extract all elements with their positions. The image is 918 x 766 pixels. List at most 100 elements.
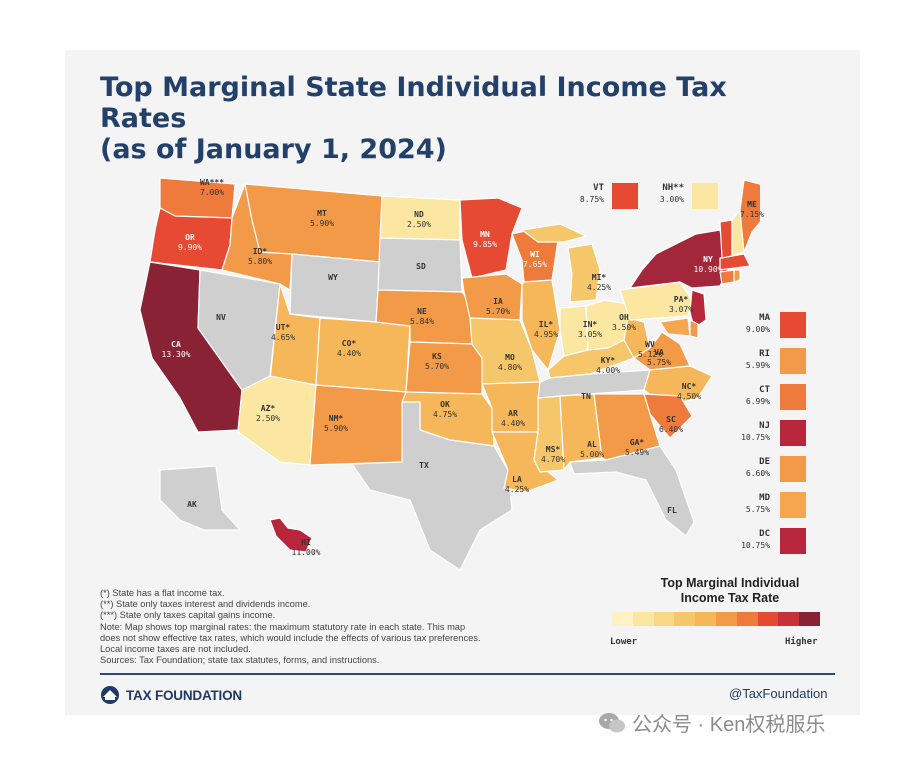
state-NJ (689, 289, 707, 329)
state-rate: 5.00% (579, 450, 605, 459)
state-label: MN 9.85% (463, 230, 507, 250)
state-label: UT* 4.65% (261, 323, 305, 343)
state-MA (719, 253, 751, 271)
state-abbr: AL (587, 440, 597, 449)
state-abbr: MI* (591, 273, 607, 282)
state-abbr: CA (171, 340, 181, 349)
state-rate: 4.50% (676, 392, 702, 401)
state-NY (629, 229, 729, 289)
callout-swatch (692, 183, 718, 209)
callout-vt: VT 8.75% (560, 183, 604, 205)
callout-swatch (612, 183, 638, 209)
legend-swatch (715, 612, 737, 626)
callout-abbr: VT (593, 183, 604, 193)
state-label: WA*** 7.00% (190, 178, 234, 198)
state-abbr: NE (417, 307, 427, 316)
state-CO (315, 317, 411, 393)
legend-swatch (799, 612, 820, 626)
legend-title-line-2: Income Tax Rate (680, 591, 780, 605)
note-line: (**) State only taxes interest and divid… (100, 599, 311, 610)
state-abbr: WA*** (199, 178, 225, 187)
callout-ri: RI 5.99% (720, 349, 770, 371)
state-abbr: IA (493, 297, 503, 306)
state-abbr: UT* (275, 323, 291, 332)
state-abbr: WV (645, 340, 655, 349)
tax-foundation-logo: TAX FOUNDATION (100, 685, 242, 705)
state-label: TN (564, 392, 608, 402)
state-rate: 4.40% (336, 349, 362, 358)
wechat-icon (599, 712, 625, 732)
note-line: Local income taxes are not included. (100, 644, 251, 655)
state-label: MT 5.90% (300, 209, 344, 229)
state-RI (733, 269, 741, 283)
callout-rate: 6.99% (745, 397, 770, 406)
state-abbr: NC* (681, 382, 697, 391)
twitter-handle[interactable]: @TaxFoundation (729, 686, 828, 701)
state-rate: 5.90% (323, 424, 349, 433)
callout-rate: 5.99% (745, 361, 770, 370)
state-label: AZ* 2.50% (246, 404, 290, 424)
state-label: VA 5.75% (637, 348, 681, 368)
state-label: IN* 3.05% (568, 320, 612, 340)
note-line: Note: Map shows top marginal rates: the … (100, 621, 466, 632)
state-abbr: MS* (545, 445, 561, 454)
state-rate: 6.40% (658, 425, 684, 434)
tax-foundation-logo-icon (101, 686, 119, 704)
callout-swatch (780, 528, 806, 554)
us-map (139, 177, 760, 571)
logo-text: TAX FOUNDATION (126, 687, 242, 703)
state-abbr: AZ* (260, 404, 276, 413)
state-MIU (521, 223, 587, 243)
state-abbr: SD (416, 262, 426, 271)
state-label: PA* 3.07% (659, 295, 703, 315)
state-rate: 5.75% (646, 358, 672, 367)
callout-abbr: RI (759, 349, 770, 359)
note-line: (*) State has a flat income tax. (100, 588, 225, 598)
state-label: FL (650, 506, 694, 516)
state-abbr: ND (414, 210, 424, 219)
state-label: SC 6.40% (649, 415, 693, 435)
state-ME (739, 179, 760, 253)
state-rate: 7.65% (522, 260, 548, 269)
state-abbr: OK (440, 400, 450, 409)
state-abbr: FL (667, 506, 677, 515)
state-abbr: HI (301, 538, 311, 547)
state-abbr: OH (619, 313, 629, 322)
state-label: KY* 4.00% (586, 356, 630, 376)
callout-rate: 10.75% (741, 541, 770, 550)
state-label: NM* 5.90% (314, 414, 358, 434)
state-rate: 11.00% (291, 548, 321, 557)
note-line: Sources: Tax Foundation; state tax statu… (100, 655, 380, 666)
state-rate: 7.00% (199, 188, 225, 197)
callout-rate: 10.75% (741, 433, 770, 442)
state-rate: 4.75% (432, 410, 458, 419)
legend-swatch (674, 612, 696, 626)
state-AK (159, 465, 241, 531)
state-rate: 7.15% (739, 210, 765, 219)
state-abbr: NV (216, 313, 226, 322)
legend-swatch (757, 612, 779, 626)
footer-divider (100, 673, 835, 675)
state-HI (269, 517, 313, 553)
legend-swatch (612, 612, 633, 626)
callout-swatch (780, 456, 806, 482)
callout-ma: MA 9.00% (720, 313, 770, 335)
title-line-2: (as of January 1, 2024) (100, 134, 447, 165)
state-rate: 5.70% (485, 307, 511, 316)
state-MN (459, 197, 523, 279)
callout-rate: 6.60% (745, 469, 770, 478)
state-label: OH 3.50% (602, 313, 646, 333)
state-abbr: SC (666, 415, 676, 424)
legend-swatch (736, 612, 758, 626)
legend-title-line-1: Top Marginal Individual (660, 576, 800, 590)
state-label: WY (311, 273, 355, 283)
callout-swatch (780, 312, 806, 338)
legend-color-scale (612, 612, 820, 626)
state-label: ID* 5.80% (238, 247, 282, 267)
state-label: KS 5.70% (415, 352, 459, 372)
state-rate: 4.65% (270, 333, 296, 342)
state-abbr: CO* (341, 339, 357, 348)
map-title: Top Marginal State Individual Income Tax… (100, 72, 800, 165)
state-abbr: VA (654, 348, 664, 357)
state-abbr: IL* (538, 320, 554, 329)
